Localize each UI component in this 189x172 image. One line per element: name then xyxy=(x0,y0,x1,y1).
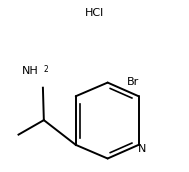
Text: N: N xyxy=(138,144,146,154)
Text: Br: Br xyxy=(126,77,139,87)
Text: 2: 2 xyxy=(44,65,49,74)
Text: NH: NH xyxy=(21,66,38,76)
Text: HCl: HCl xyxy=(85,8,104,18)
